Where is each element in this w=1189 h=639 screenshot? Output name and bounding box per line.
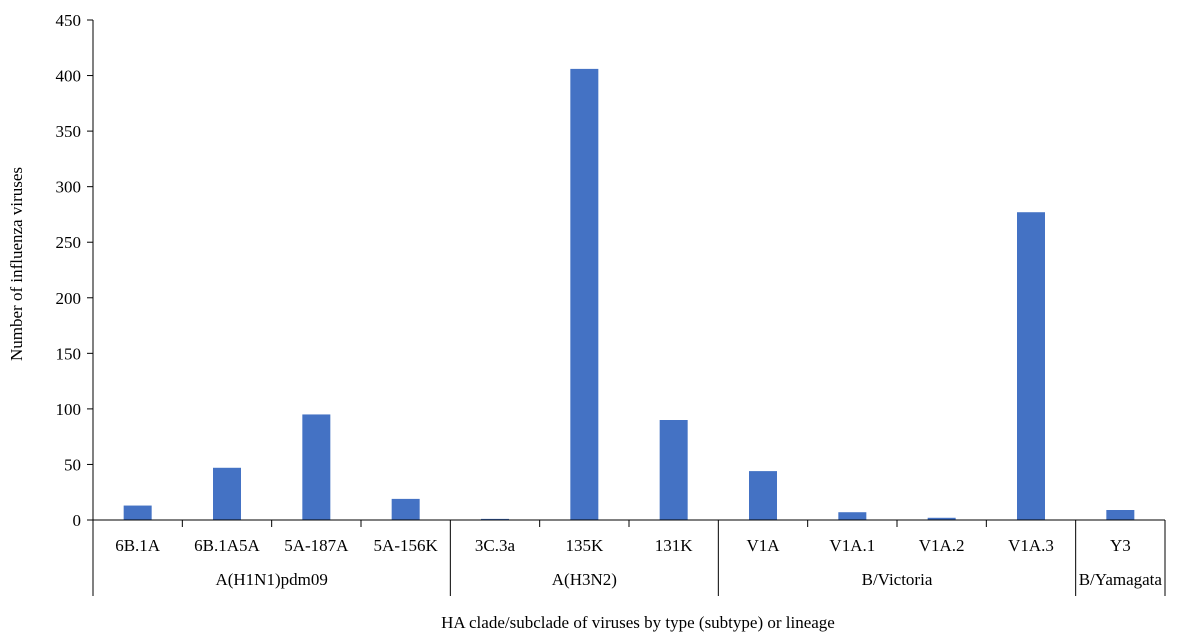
x-tick-label: Y3	[1110, 536, 1131, 555]
y-tick-label: 200	[56, 289, 82, 308]
group-label: A(H3N2)	[552, 570, 617, 589]
group-label: A(H1N1)pdm09	[215, 570, 327, 589]
bar-5A-187A	[302, 414, 331, 520]
bar-Y3	[1106, 510, 1135, 520]
bar-131K	[659, 420, 688, 520]
group-labels: A(H1N1)pdm09 A(H3N2) B/Victoria B/Yamagata	[215, 570, 1162, 589]
x-tick-label: V1A.3	[1008, 536, 1054, 555]
y-axis-title: Number of influenza viruses	[7, 167, 26, 361]
x-axis-ticks: 6B.1A 6B.1A5A 5A-187A 5A-156K 3C.3a 135K 131K V…	[92, 520, 1166, 596]
x-tick-label: 135K	[565, 536, 604, 555]
y-tick-label: 50	[64, 455, 81, 474]
x-tick-label: 5A-156K	[374, 536, 439, 555]
x-tick-label: 6B.1A	[115, 536, 161, 555]
y-axis-ticks: 0 50 100 150 200 250 300 350 400 450	[56, 11, 93, 530]
y-tick-label: 400	[56, 67, 82, 86]
bar-V1A.3	[1017, 212, 1045, 520]
x-tick-label: 131K	[655, 536, 694, 555]
bar-6B.1A	[123, 505, 152, 520]
group-label: B/Yamagata	[1079, 570, 1163, 589]
x-tick-label: 5A-187A	[284, 536, 349, 555]
x-axis-title: HA clade/subclade of viruses by type (su…	[441, 613, 835, 632]
x-tick-label: 6B.1A5A	[194, 536, 260, 555]
bar-135K	[570, 68, 599, 520]
y-tick-label: 100	[56, 400, 82, 419]
bar-5A-156K	[391, 498, 420, 520]
bar-3C.3a	[481, 518, 509, 520]
x-tick-label: V1A.1	[829, 536, 875, 555]
y-tick-label: 350	[56, 122, 82, 141]
x-tick-label: V1A	[746, 536, 780, 555]
bar-6B.1A5A	[213, 467, 241, 520]
x-tick-label: V1A.2	[919, 536, 965, 555]
x-tick-label: 3C.3a	[475, 536, 516, 555]
y-tick-label: 0	[73, 511, 82, 530]
y-tick-label: 450	[56, 11, 82, 30]
group-label: B/Victoria	[862, 570, 933, 589]
y-tick-label: 150	[56, 344, 82, 363]
bar-V1A	[749, 471, 777, 520]
y-tick-label: 250	[56, 233, 82, 252]
bars	[123, 68, 1135, 520]
y-tick-label: 300	[56, 178, 82, 197]
bar-V1A.2	[927, 517, 956, 520]
bar-V1A.1	[838, 512, 867, 520]
